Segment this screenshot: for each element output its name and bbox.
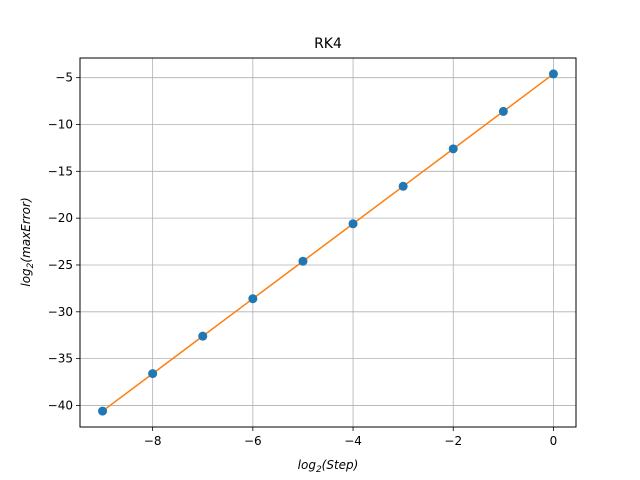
y-tick-label: −5: [55, 71, 73, 85]
y-axis-label: log2(maxError): [19, 197, 36, 286]
y-tick-label: −30: [48, 305, 73, 319]
data-point: [98, 406, 108, 416]
data-point: [198, 331, 208, 341]
grid: [80, 58, 576, 427]
data-point: [498, 106, 508, 116]
y-tick-label: −35: [48, 352, 73, 366]
x-tick-label: −6: [244, 434, 262, 448]
x-tick-label: 0: [550, 434, 558, 448]
x-axis-label: log2(Step): [298, 458, 359, 475]
data-point: [248, 294, 258, 304]
y-tick-label: −20: [48, 211, 73, 225]
y-tick-label: −10: [48, 117, 73, 131]
axis-ticks: −8 −6 −4 −2 0−40−35−30−25−20−15−10−5: [48, 71, 558, 448]
y-tick-label: −40: [48, 398, 73, 412]
x-tick-label: −8: [144, 434, 162, 448]
data-point: [148, 369, 158, 379]
chart-title: RK4: [314, 36, 342, 52]
x-tick-label: −2: [444, 434, 462, 448]
x-tick-label: −4: [344, 434, 362, 448]
fit-line: [102, 73, 554, 412]
point-layer: [98, 69, 558, 416]
plot-frame: [79, 57, 577, 428]
data-point: [548, 69, 558, 79]
line-layer: [102, 73, 554, 412]
y-tick-label: −15: [48, 164, 73, 178]
data-point: [298, 256, 308, 266]
data-point: [348, 219, 358, 229]
y-tick-label: −25: [48, 258, 73, 272]
data-point: [448, 144, 458, 154]
data-point: [398, 181, 408, 191]
